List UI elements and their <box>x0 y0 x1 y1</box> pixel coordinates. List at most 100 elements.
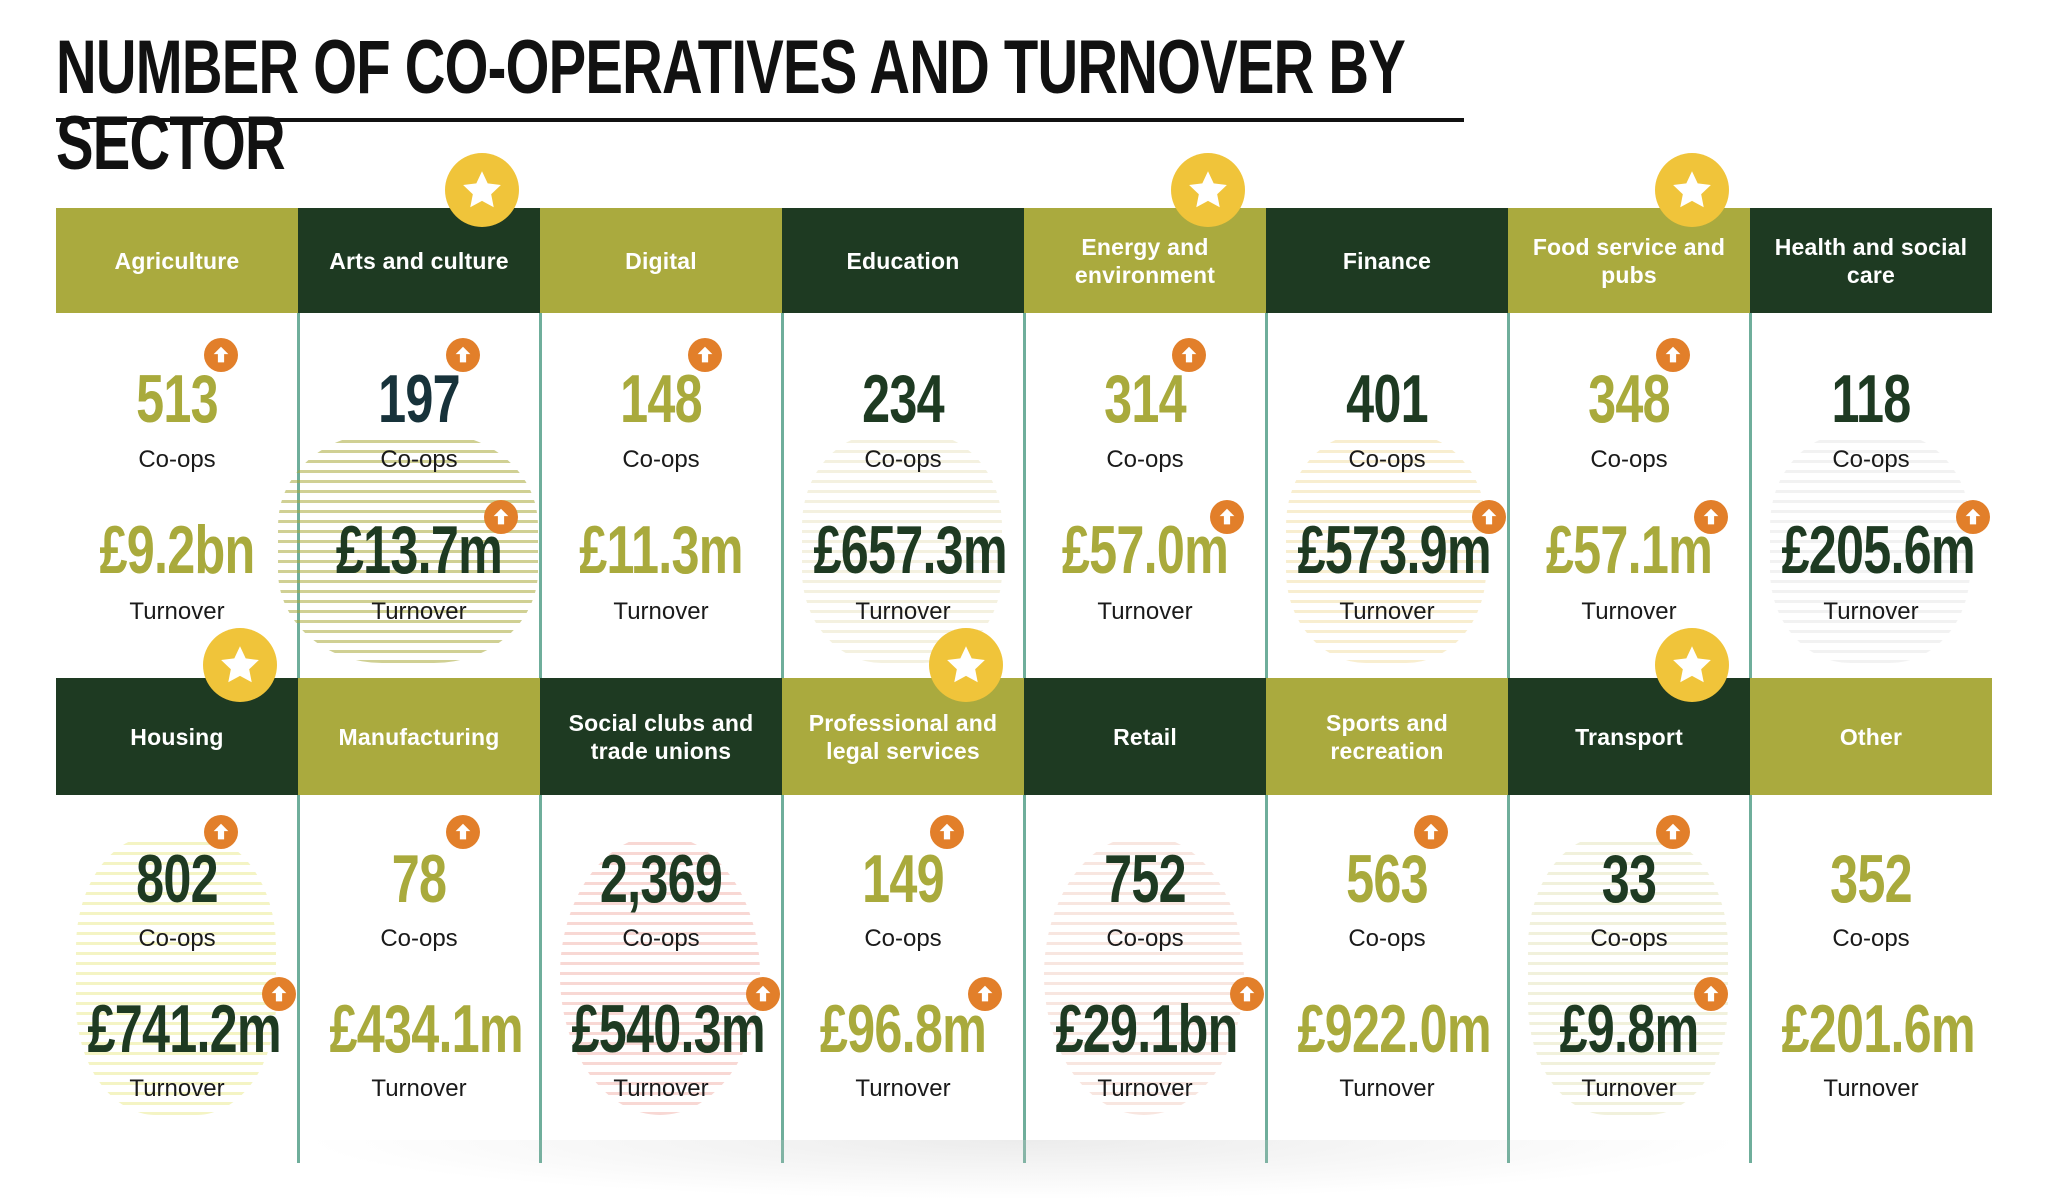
title-underline <box>56 118 1464 122</box>
sector-header: Other <box>1750 678 1992 795</box>
up-arrow-icon <box>1472 500 1506 534</box>
sector-header: Agriculture <box>56 208 298 313</box>
sector-header: Manufacturing <box>298 678 540 795</box>
turnover-value: £573.9m <box>1297 512 1491 588</box>
up-arrow-shape <box>977 985 993 1002</box>
column-divider <box>780 678 784 1163</box>
column-divider <box>1748 208 1752 678</box>
coops-label: Co-ops <box>1832 925 1910 952</box>
up-arrow-icon <box>484 500 518 534</box>
coops-count: 234 <box>862 361 944 437</box>
star-icon <box>1655 153 1729 227</box>
coops-label: Co-ops <box>1348 446 1426 473</box>
column-divider <box>780 208 784 678</box>
turnover-label: Turnover <box>1339 1075 1435 1102</box>
turnover-value: £57.0m <box>1061 512 1229 588</box>
turnover-value: £29.1bn <box>1055 991 1238 1067</box>
sector-header: Health and social care <box>1750 208 1992 313</box>
sector-card: Social clubs and trade unions 2,369 Co-ops… <box>540 678 782 1163</box>
column-divider <box>538 678 542 1163</box>
sector-header: Retail <box>1024 678 1266 795</box>
up-arrow-icon <box>446 338 480 372</box>
star-icon <box>203 628 277 702</box>
coops-count: 149 <box>862 841 944 917</box>
column-divider <box>1264 678 1268 1163</box>
column-divider <box>538 208 542 678</box>
coops-label: Co-ops <box>1348 925 1426 952</box>
coops-label: Co-ops <box>1590 925 1668 952</box>
coops-count: 78 <box>391 841 447 917</box>
column-divider <box>1264 208 1268 678</box>
turnover-label: Turnover <box>1581 1075 1677 1102</box>
up-arrow-shape <box>213 346 229 363</box>
up-arrow-shape <box>1219 508 1235 525</box>
coops-label: Co-ops <box>1832 446 1910 473</box>
up-arrow-icon <box>1694 500 1728 534</box>
up-arrow-shape <box>493 508 509 525</box>
star-shape <box>463 171 501 208</box>
turnover-value: £13.7m <box>335 512 503 588</box>
up-arrow-icon <box>1230 977 1264 1011</box>
sector-header: Education <box>782 208 1024 313</box>
turnover-label: Turnover <box>371 1075 467 1102</box>
coops-count: 314 <box>1104 361 1186 437</box>
turnover-value: £201.6m <box>1781 991 1975 1067</box>
up-arrow-icon <box>1656 338 1690 372</box>
sector-card: Housing 802 Co-ops £741.2m Turnover <box>56 628 298 1163</box>
coops-label: Co-ops <box>1590 446 1668 473</box>
sector-header: Housing <box>56 678 298 795</box>
coops-count: 401 <box>1346 361 1428 437</box>
star-shape <box>1673 171 1711 208</box>
coops-label: Co-ops <box>1106 446 1184 473</box>
coops-count: 752 <box>1104 841 1186 917</box>
star-icon <box>1171 153 1245 227</box>
sector-card: Retail 752 Co-ops £29.1bn Turnover <box>1024 678 1266 1163</box>
turnover-value: £9.8m <box>1559 991 1700 1067</box>
turnover-label: Turnover <box>855 598 951 625</box>
coops-label: Co-ops <box>864 925 942 952</box>
coops-count: 802 <box>136 841 218 917</box>
turnover-label: Turnover <box>129 1075 225 1102</box>
sector-card: Arts and culture 197 Co-ops £13.7m Turnover <box>278 153 540 678</box>
sector-grid: Agriculture 513 Co-ops £9.2bn Turnover Arts a… <box>56 0 1998 1193</box>
sector-header: Energy and environment <box>1024 208 1266 313</box>
up-arrow-icon <box>1172 338 1206 372</box>
turnover-label: Turnover <box>613 1075 709 1102</box>
sector-card: Digital 148 Co-ops £11.3m Turnover <box>540 208 782 678</box>
sector-header: Social clubs and trade unions <box>540 678 782 795</box>
turnover-label: Turnover <box>1339 598 1435 625</box>
turnover-label: Turnover <box>129 598 225 625</box>
coops-count: 33 <box>1601 841 1657 917</box>
sector-header: Arts and culture <box>298 208 540 313</box>
up-arrow-icon <box>204 338 238 372</box>
star-icon <box>445 153 519 227</box>
column-divider <box>1022 208 1026 678</box>
up-arrow-icon <box>930 815 964 849</box>
up-arrow-shape <box>1239 985 1255 1002</box>
star-shape <box>1189 171 1227 208</box>
up-arrow-icon <box>1656 815 1690 849</box>
sector-header: Transport <box>1508 678 1750 795</box>
sector-card: Finance 401 Co-ops £573.9m Turnover <box>1266 208 1508 678</box>
sector-card: Food service and pubs 348 Co-ops £57.1m Turn… <box>1508 153 1750 678</box>
turnover-value: £57.1m <box>1545 512 1713 588</box>
star-shape <box>221 646 259 683</box>
star-icon <box>1655 628 1729 702</box>
up-arrow-icon <box>1414 815 1448 849</box>
turnover-label: Turnover <box>1097 598 1193 625</box>
turnover-label: Turnover <box>1823 598 1919 625</box>
coops-label: Co-ops <box>138 925 216 952</box>
up-arrow-shape <box>455 346 471 363</box>
up-arrow-shape <box>755 985 771 1002</box>
turnover-value: £9.2bn <box>99 512 256 588</box>
up-arrow-shape <box>1423 823 1439 840</box>
up-arrow-icon <box>1956 500 1990 534</box>
coops-label: Co-ops <box>622 925 700 952</box>
sector-card: Education 234 Co-ops £657.3m Turnover <box>782 208 1024 678</box>
up-arrow-icon <box>446 815 480 849</box>
turnover-label: Turnover <box>371 598 467 625</box>
turnover-label: Turnover <box>1823 1075 1919 1102</box>
sector-card: Health and social care 118 Co-ops £205.6m Tu… <box>1750 208 1992 678</box>
sector-card: Other 352 Co-ops £201.6m Turnover <box>1750 678 1992 1163</box>
up-arrow-shape <box>1665 823 1681 840</box>
